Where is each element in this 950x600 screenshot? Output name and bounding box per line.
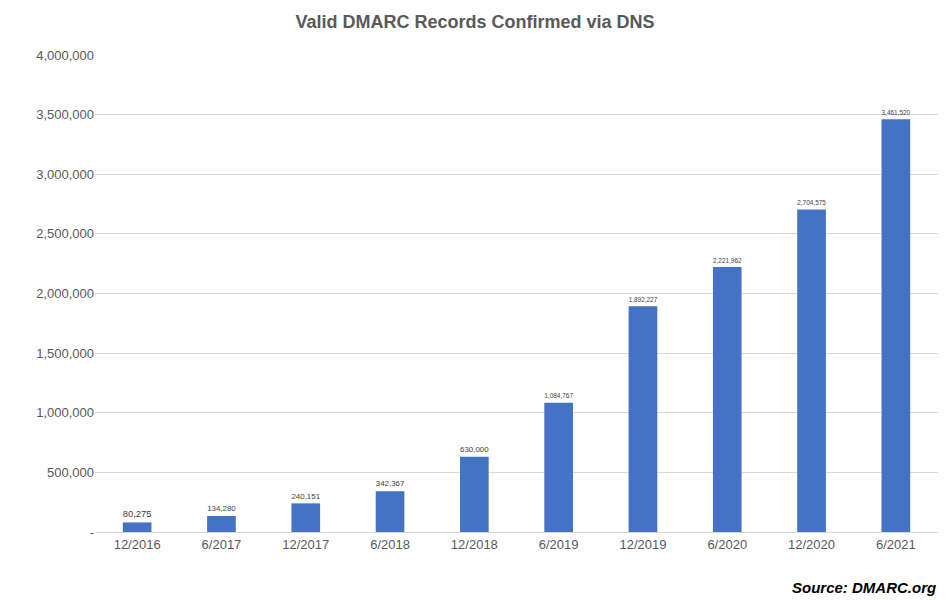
svg-text:Valid DMARC Records Confirmed: Valid DMARC Records Confirmed via DNS bbox=[295, 12, 654, 32]
svg-text:12/2020: 12/2020 bbox=[788, 537, 835, 552]
svg-text:1,084,767: 1,084,767 bbox=[544, 392, 573, 399]
svg-text:3,500,000: 3,500,000 bbox=[36, 107, 94, 122]
svg-text:2,000,000: 2,000,000 bbox=[36, 286, 94, 301]
svg-text:4,000,000: 4,000,000 bbox=[36, 48, 94, 63]
svg-text:2,500,000: 2,500,000 bbox=[36, 226, 94, 241]
svg-text:-: - bbox=[90, 525, 94, 540]
svg-text:6/2018: 6/2018 bbox=[370, 537, 410, 552]
svg-text:12/2016: 12/2016 bbox=[114, 537, 161, 552]
svg-text:1,892,227: 1,892,227 bbox=[629, 296, 658, 303]
svg-text:630,000: 630,000 bbox=[460, 445, 489, 454]
svg-text:2,704,575: 2,704,575 bbox=[797, 199, 826, 206]
svg-text:134,280: 134,280 bbox=[207, 504, 236, 513]
svg-text:6/2021: 6/2021 bbox=[876, 537, 916, 552]
svg-text:12/2017: 12/2017 bbox=[282, 537, 329, 552]
svg-text:6/2020: 6/2020 bbox=[707, 537, 747, 552]
svg-text:Source: DMARC.org: Source: DMARC.org bbox=[792, 579, 936, 596]
svg-text:80,275: 80,275 bbox=[123, 509, 152, 519]
svg-text:1,500,000: 1,500,000 bbox=[36, 346, 94, 361]
svg-text:12/2019: 12/2019 bbox=[619, 537, 666, 552]
svg-text:3,461,520: 3,461,520 bbox=[882, 109, 911, 116]
svg-text:12/2018: 12/2018 bbox=[451, 537, 498, 552]
svg-text:1,000,000: 1,000,000 bbox=[36, 405, 94, 420]
svg-text:240,151: 240,151 bbox=[291, 492, 320, 501]
svg-text:2,221,962: 2,221,962 bbox=[713, 257, 742, 264]
svg-text:6/2019: 6/2019 bbox=[539, 537, 579, 552]
svg-text:342,367: 342,367 bbox=[376, 479, 405, 488]
svg-text:500,000: 500,000 bbox=[47, 465, 94, 480]
svg-text:3,000,000: 3,000,000 bbox=[36, 167, 94, 182]
svg-text:6/2017: 6/2017 bbox=[202, 537, 242, 552]
